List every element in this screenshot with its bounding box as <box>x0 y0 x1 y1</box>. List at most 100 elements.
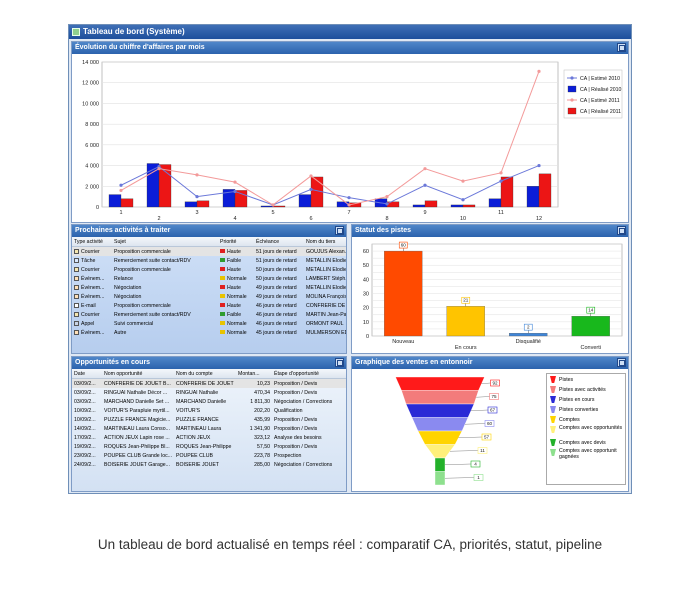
column-header[interactable]: Priorité <box>218 237 254 247</box>
table-row[interactable]: Courrier Proposition commerciale Haute 50 j… <box>72 265 347 274</box>
column-header[interactable]: Montan... <box>236 369 272 379</box>
table-cell: 46 jours de retard <box>254 319 304 328</box>
table-row[interactable]: Tâche Remerciement suite contact/RDV Faibl… <box>72 256 346 265</box>
data-label-box <box>398 241 408 249</box>
data-label: 92 <box>492 381 498 386</box>
y-tick-label: 10 <box>363 320 369 326</box>
table-row[interactable]: Événem... Négociation Haute 49 jours de ret… <box>72 283 346 292</box>
table-row[interactable]: E-mail Proposition commerciale Haute 46 jou… <box>72 301 346 310</box>
data-label: 1 <box>477 475 480 480</box>
table-row[interactable]: 10/09/2... VOITUR'S Parapluie myrtil... VO… <box>72 406 346 415</box>
table-row[interactable]: 23/09/2... POUPEE CLUB Grande loc... POUPE… <box>72 451 346 460</box>
table-row[interactable]: 24/09/2... BOISERIE JOUET Garage... BOISER… <box>72 460 346 469</box>
funnel-legend-item: Comptes avec opportunit gagnées <box>547 448 625 461</box>
activity-third: MARTIN Jean-Paul <box>306 311 347 318</box>
point-CA | Estimé 2010 <box>537 163 541 168</box>
activities-table: Type activité Sujet Priorité Échéance Nom du… <box>72 237 347 337</box>
data-label: 2 <box>527 325 530 330</box>
activity-subject: Proposition commerciale <box>114 302 171 309</box>
column-header[interactable]: Échéance <box>254 237 304 247</box>
column-header[interactable]: Type activité <box>72 237 112 247</box>
maximize-icon[interactable] <box>617 358 626 367</box>
table-row[interactable]: 19/09/2... ROQUES Jean-Philippe Bl... ROQU… <box>72 442 346 451</box>
table-cell: 50 jours de retard <box>254 265 304 274</box>
bar-CA | Réalisé 2010 <box>450 204 464 208</box>
opportunity-date: 03/09/2... <box>74 389 96 396</box>
table-header-row: Type activité Sujet Priorité Échéance Nom du… <box>72 237 346 247</box>
funnel-panel: Graphique des ventes en entonnoir 92 75 67… <box>351 356 629 492</box>
bar-CA | Réalisé 2010 <box>412 204 426 208</box>
table-row[interactable]: Événem... Relance Normale 50 jours de retar… <box>72 274 346 283</box>
window-titlebar[interactable]: Tableau de bord (Système) <box>69 25 631 39</box>
table-row[interactable]: Événem... Autre Normale 45 jours de retard M… <box>72 328 346 337</box>
table-row[interactable]: 03/09/2... MARCHAND Danielle Set ... MARCH… <box>72 397 346 406</box>
maximize-icon[interactable] <box>617 226 626 235</box>
opportunity-name: ACTION JEUX Lapin rose ... <box>104 434 170 441</box>
priority-flag-icon <box>220 267 225 272</box>
point-CA | Estimé 2010 <box>385 202 389 206</box>
bar-CA | Réalisé 2010 <box>260 205 274 208</box>
legend-label: CA | Estimé 2010 <box>580 76 620 82</box>
table-row[interactable]: Événem... Négociation Normale 49 jours de r… <box>72 292 347 301</box>
table-cell: METALLIN Elodie <box>304 283 346 292</box>
funnel-legend-item: Pistes avec activités <box>547 385 625 395</box>
table-row[interactable]: 03/09/2... CONFRERIE DE JOUET B... CONFRER… <box>72 378 346 388</box>
column-header[interactable]: Date <box>72 369 102 379</box>
x-tick-label: 6 <box>309 216 312 222</box>
table-cell: Négociation <box>112 292 218 301</box>
column-header[interactable]: Nom du tiers <box>304 237 346 247</box>
activity-third: METALLIN Elodie <box>306 266 347 273</box>
data-label: 14 <box>588 308 594 313</box>
line-CA | Estimé 2011 <box>120 71 540 206</box>
column-header[interactable]: Nom du compte <box>174 369 236 379</box>
table-cell: METALLIN Elodie <box>304 265 347 274</box>
point-CA | Estimé 2011 <box>537 69 541 73</box>
table-row[interactable]: 17/09/2... ACTION JEUX Lapin rose ... ACTI… <box>72 433 346 442</box>
activities-panel-title: Prochaines activités à traiter <box>75 227 171 234</box>
funnel-legend-item: Pistes converties <box>547 405 625 415</box>
table-row[interactable]: 14/09/2... MARTINEAU Laura Conso... MARTIN… <box>72 424 346 433</box>
x-tick-label: 1 <box>119 210 122 216</box>
maximize-icon[interactable] <box>335 226 344 235</box>
legend-label: Pistes converties <box>559 407 599 413</box>
data-label: 60 <box>401 242 407 247</box>
table-cell: Proposition commerciale <box>112 301 218 310</box>
x-tick-label: 10 <box>460 216 466 222</box>
opportunity-stage: Proposition / Devis <box>272 378 346 388</box>
table-row[interactable]: Appel Suivi commercial Normale 46 jours de … <box>72 319 346 328</box>
column-header[interactable]: Nom opportunité <box>102 369 174 379</box>
y-tick-label: 0 <box>96 205 99 211</box>
column-header[interactable]: Sujet <box>112 237 218 247</box>
revenue-panel: Évolution du chiffre d'affaires par mois… <box>71 41 629 223</box>
data-label-leader <box>449 450 479 452</box>
table-row[interactable]: Courrier Remerciement suite contact/RDV Fa… <box>72 310 347 319</box>
opportunity-date: 10/09/2... <box>74 416 96 423</box>
table-row[interactable]: 03/09/2... RINGUAI Nathalie Décor ... RING… <box>72 388 346 397</box>
table-cell: Remerciement suite contact/RDV <box>112 310 218 319</box>
lead-bar <box>384 250 423 337</box>
column-header[interactable]: Étape d'opportunité <box>272 369 346 379</box>
activity-third: MOLINA François <box>306 293 347 300</box>
priority-flag-icon <box>220 258 225 263</box>
point-CA | Estimé 2011 <box>423 167 427 171</box>
data-label: 11 <box>480 448 485 453</box>
activity-priority: Normale <box>227 293 247 300</box>
letter-icon <box>74 266 79 272</box>
table-cell: Normale <box>218 319 254 328</box>
opportunity-amount: 435,99 <box>254 416 270 423</box>
table-row[interactable]: Courrier Proposition commerciale Haute 51 j… <box>72 246 346 256</box>
data-label-box <box>489 393 499 400</box>
opportunity-amount: 202,20 <box>254 407 270 414</box>
point-CA | Estimé 2011 <box>309 174 313 178</box>
maximize-icon[interactable] <box>335 358 344 367</box>
data-label-leader <box>458 436 483 438</box>
table-cell: ORMONT PAUL <box>304 319 346 328</box>
table-row[interactable]: 10/09/2... PUZZLE FRANCE Magicie... PUZZLE… <box>72 415 346 424</box>
activity-type: Événem... <box>81 293 105 300</box>
activity-type: Événem... <box>81 284 105 291</box>
opportunity-name: POUPEE CLUB Grande loc... <box>104 452 173 459</box>
table-cell: MULMERSON ED <box>304 328 346 337</box>
funnel-legend-item: Comptes <box>547 415 625 425</box>
maximize-icon[interactable] <box>617 43 626 52</box>
lead-status-panel: Statut des pistes 0 10 20 30 40 50 60 60 Nouveau… <box>351 224 629 354</box>
